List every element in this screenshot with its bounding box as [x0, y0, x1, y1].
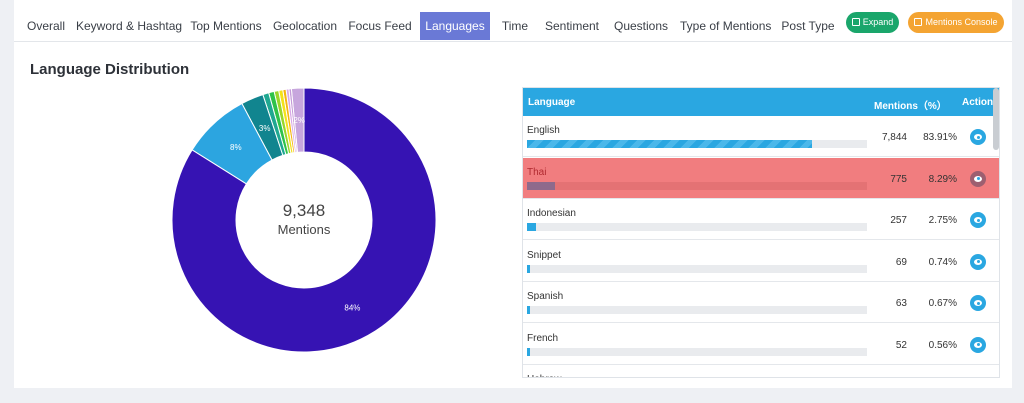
- mention-count: 7,844: [881, 132, 907, 143]
- donut-slice[interactable]: [171, 87, 437, 353]
- share-bar: [527, 306, 867, 314]
- view-eye-icon[interactable]: [970, 253, 986, 270]
- mention-percent: 83.91%: [923, 132, 957, 143]
- share-bar-fill: [527, 181, 556, 190]
- table-header: Language Mentions（%） Action: [523, 88, 999, 116]
- view-eye-icon[interactable]: [970, 129, 986, 145]
- mention-percent: 0.56%: [928, 339, 957, 351]
- mentions-console-label: Mentions Console: [925, 17, 998, 27]
- tab-questions[interactable]: Questions: [613, 19, 669, 33]
- section-title: Language Distribution: [30, 61, 190, 78]
- dashboard-card: Overall Keyword & Hashtag Top Mentions G…: [14, 0, 1012, 388]
- table-row: Hebrew: [523, 365, 999, 377]
- slice-label: 3%: [259, 124, 271, 133]
- view-eye-icon[interactable]: [970, 336, 986, 353]
- tab-top-mentions[interactable]: Top Mentions: [190, 19, 262, 33]
- language-name: English: [527, 125, 560, 136]
- table-row: Snippet 69 0.74%: [523, 241, 999, 282]
- language-name: Indonesian: [527, 208, 576, 219]
- share-bar-fill: [527, 264, 530, 273]
- language-name: French: [527, 332, 559, 344]
- share-bar: [527, 181, 867, 190]
- table-row: Indonesian 257 2.75%: [523, 199, 999, 240]
- mention-percent: 8.29%: [928, 173, 957, 185]
- tab-bar: Overall Keyword & Hashtag Top Mentions G…: [14, 0, 1012, 42]
- table-row: Spanish 63 0.67%: [523, 282, 999, 323]
- tab-languages[interactable]: Languages: [420, 12, 490, 40]
- language-name: Snippet: [527, 249, 561, 261]
- mention-count: 63: [895, 298, 907, 309]
- table-row: English 7,844 83.91%: [523, 116, 999, 157]
- table-scrollbar[interactable]: [993, 88, 999, 150]
- share-bar: [527, 347, 867, 356]
- share-bar-fill: [527, 306, 530, 314]
- view-eye-icon[interactable]: [970, 170, 986, 187]
- donut-label: Mentions: [278, 222, 331, 237]
- tab-type-of-mentions[interactable]: Type of Mentions: [680, 19, 772, 33]
- slice-label: 2%: [293, 116, 305, 125]
- view-eye-icon[interactable]: [970, 212, 986, 228]
- mention-count: 775: [890, 173, 907, 185]
- mentions-console-button[interactable]: Mentions Console: [908, 12, 1004, 33]
- mention-count: 69: [895, 256, 907, 268]
- share-bar-fill: [527, 140, 813, 148]
- tab-geolocation[interactable]: Geolocation: [272, 19, 338, 33]
- language-table: Language Mentions（%） Action English 7,844…: [522, 87, 1000, 378]
- expand-button[interactable]: Expand: [846, 12, 899, 33]
- view-eye-icon[interactable]: [970, 295, 986, 311]
- share-bar: [527, 264, 867, 273]
- donut-total: 9,348: [283, 201, 326, 220]
- tab-post-type[interactable]: Post Type: [781, 19, 835, 33]
- share-bar: [527, 223, 867, 231]
- language-name: Hebrew: [527, 374, 561, 377]
- tab-sentiment[interactable]: Sentiment: [544, 19, 600, 33]
- mention-percent: 2.75%: [928, 215, 957, 226]
- share-bar-fill: [527, 347, 530, 356]
- slice-label: 8%: [230, 143, 242, 152]
- language-donut-chart: 9,348 Mentions 84% 8% 3% 2%: [171, 87, 437, 353]
- donut-slice[interactable]: [191, 102, 273, 185]
- tab-overall[interactable]: Overall: [26, 19, 65, 33]
- mention-count: 257: [890, 215, 907, 226]
- mention-count: 52: [895, 339, 907, 351]
- language-name: Spanish: [527, 291, 564, 302]
- expand-icon: [851, 18, 860, 26]
- mention-percent: 0.74%: [928, 256, 957, 268]
- header-mentions: Mentions（%）: [874, 101, 947, 112]
- table-row: French 52 0.56%: [523, 324, 999, 365]
- console-icon: [914, 18, 923, 26]
- slice-label: 84%: [344, 303, 360, 312]
- header-language: Language: [528, 97, 576, 108]
- table-row: Thai 775 8.29%: [523, 157, 999, 199]
- tab-focus-feed[interactable]: Focus Feed: [348, 19, 412, 33]
- tab-keyword-hashtag[interactable]: Keyword & Hashtag: [76, 19, 183, 33]
- tab-time[interactable]: Time: [501, 19, 529, 33]
- header-action: Action: [962, 97, 994, 108]
- share-bar-fill: [527, 223, 537, 231]
- expand-button-label: Expand: [862, 17, 894, 27]
- donut-slice[interactable]: [241, 93, 284, 161]
- mention-percent: 0.67%: [928, 298, 957, 309]
- share-bar: [527, 140, 867, 148]
- language-name: Thai: [527, 166, 547, 178]
